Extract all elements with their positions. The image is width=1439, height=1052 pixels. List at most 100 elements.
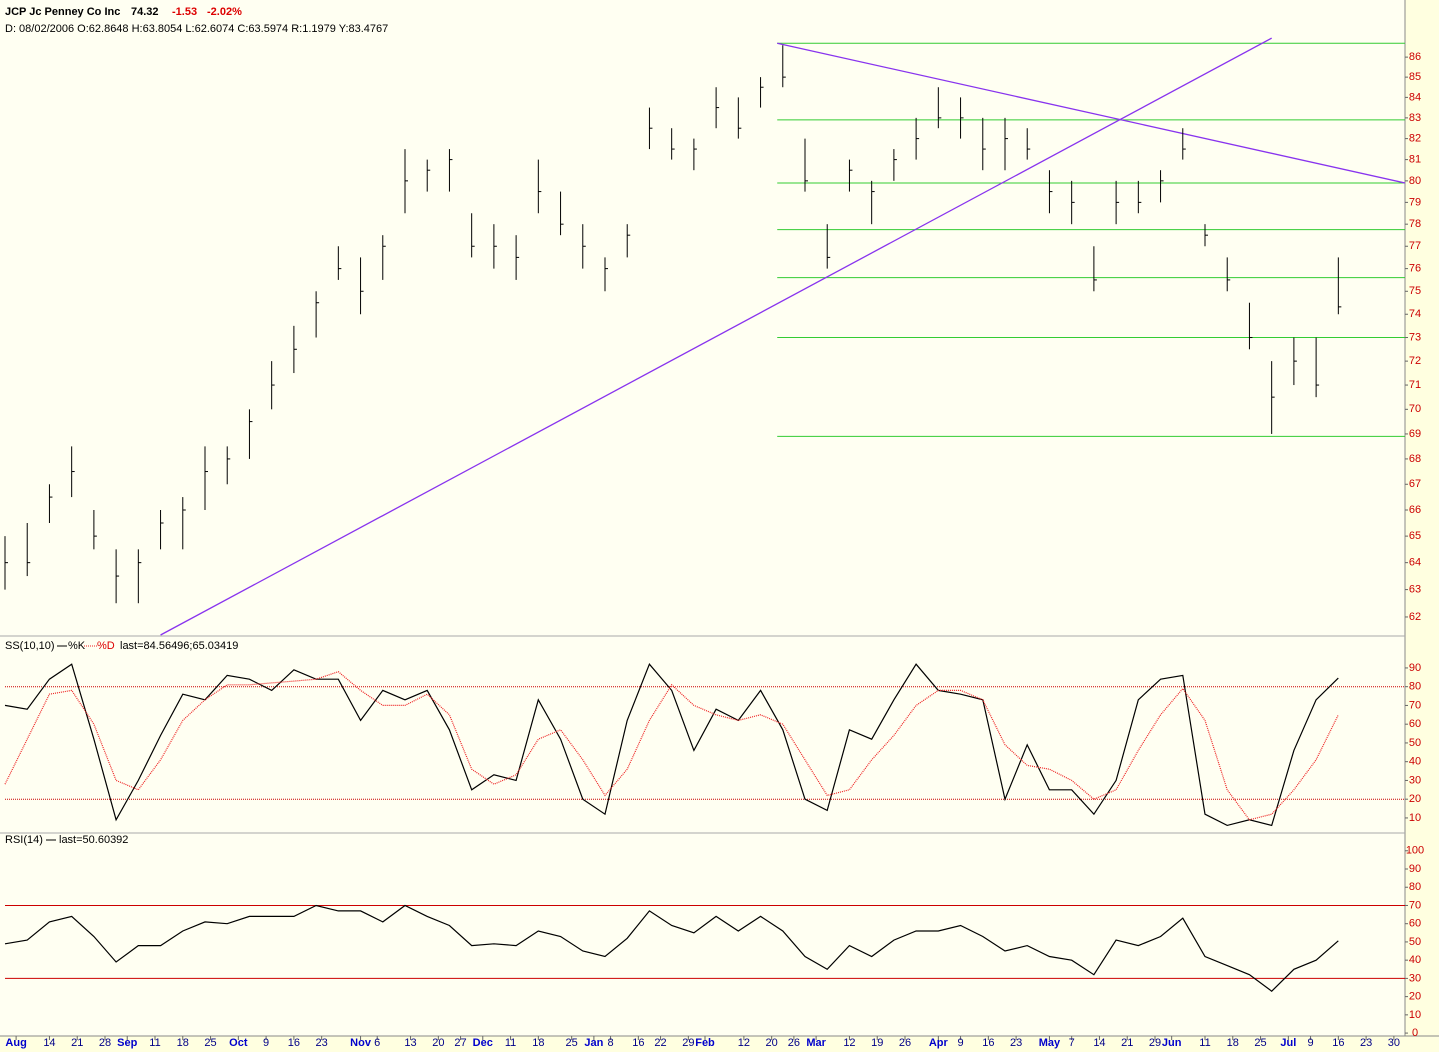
y-tick-label: 0 — [1412, 1027, 1418, 1039]
x-tick-label: 29 — [682, 1037, 694, 1049]
y-tick-label: 30 — [1409, 774, 1421, 786]
last-price: 74.32 — [131, 6, 159, 18]
x-tick-label: 23 — [1360, 1037, 1372, 1049]
y-tick-label: 85 — [1409, 71, 1421, 83]
x-tick-label: 25 — [1254, 1037, 1266, 1049]
y-tick-label: 79 — [1409, 196, 1421, 208]
y-tick-label: 62 — [1409, 611, 1421, 623]
x-tick-label: 13 — [404, 1037, 416, 1049]
x-tick-label: 26 — [788, 1037, 800, 1049]
y-tick-label: 10 — [1409, 1009, 1421, 1021]
x-tick-label: 7 — [1069, 1037, 1075, 1049]
y-tick-label: 75 — [1409, 285, 1421, 297]
y-tick-label: 20 — [1409, 793, 1421, 805]
x-tick-label: 29 — [1149, 1037, 1161, 1049]
y-tick-label: 90 — [1409, 863, 1421, 875]
y-tick-label: 70 — [1409, 699, 1421, 711]
y-tick-label: 71 — [1409, 379, 1421, 391]
y-tick-label: 40 — [1409, 954, 1421, 966]
x-tick-label: 16 — [288, 1037, 300, 1049]
y-tick-label: 50 — [1409, 737, 1421, 749]
x-tick-label: Apr — [929, 1037, 949, 1049]
series-line — [4, 904, 1339, 992]
x-tick-label: Jun — [1162, 1037, 1182, 1049]
y-tick-label: 78 — [1409, 218, 1421, 230]
x-tick-label: Sep — [117, 1037, 137, 1049]
x-tick-label: 30 — [1388, 1037, 1400, 1049]
x-tick-label: 16 — [632, 1037, 644, 1049]
y-tick-label: 30 — [1409, 972, 1421, 984]
right-axis-area — [1405, 0, 1439, 1052]
x-tick-label: 26 — [899, 1037, 911, 1049]
y-tick-label: 40 — [1409, 756, 1421, 768]
x-tick-label: 16 — [982, 1037, 994, 1049]
y-tick-label: 86 — [1409, 51, 1421, 63]
x-tick-label: Jul — [1280, 1037, 1296, 1049]
annotation: last=84.56496;65.03419 — [120, 640, 238, 652]
y-tick-label: 70 — [1409, 403, 1421, 415]
y-tick-label: 82 — [1409, 133, 1421, 145]
series-line — [4, 663, 1339, 827]
x-tick-label: 9 — [957, 1037, 963, 1049]
annotation: last=50.60392 — [59, 834, 128, 846]
x-tick-label: 18 — [177, 1037, 189, 1049]
y-tick-label: 80 — [1409, 175, 1421, 187]
y-tick-label: 84 — [1409, 91, 1421, 103]
x-tick-label: 28 — [99, 1037, 111, 1049]
panel-title: RSI(14) — [5, 834, 43, 846]
y-tick-label: 63 — [1409, 583, 1421, 595]
y-tick-label: 60 — [1409, 918, 1421, 930]
x-tick-label: Oct — [229, 1037, 248, 1049]
y-tick-label: 72 — [1409, 355, 1421, 367]
x-tick-label: 11 — [1199, 1037, 1210, 1049]
y-tick-label: 60 — [1409, 718, 1421, 730]
x-tick-label: 23 — [1010, 1037, 1022, 1049]
x-tick-label: 18 — [532, 1037, 544, 1049]
x-tick-label: Dec — [473, 1037, 493, 1049]
y-tick-label: 66 — [1409, 504, 1421, 516]
x-tick-label: 23 — [316, 1037, 328, 1049]
y-tick-label: 10 — [1409, 812, 1421, 824]
x-tick-label: Aug — [5, 1037, 26, 1049]
y-tick-label: 70 — [1409, 899, 1421, 911]
x-tick-label: 11 — [505, 1037, 516, 1049]
y-tick-label: 69 — [1409, 428, 1421, 440]
y-tick-label: 68 — [1409, 453, 1421, 465]
y-tick-label: 64 — [1409, 557, 1421, 569]
legend-entry: %D — [97, 640, 115, 652]
x-tick-label: 19 — [871, 1037, 883, 1049]
x-tick-label: 25 — [204, 1037, 216, 1049]
x-tick-label: 21 — [71, 1037, 83, 1049]
x-tick-label: May — [1039, 1037, 1061, 1049]
x-tick-label: 16 — [1332, 1037, 1344, 1049]
y-tick-label: 50 — [1409, 936, 1421, 948]
x-tick-label: 9 — [263, 1037, 269, 1049]
x-tick-label: 12 — [738, 1037, 750, 1049]
x-tick-label: 12 — [843, 1037, 855, 1049]
bar-info: D: 08/02/2006 O:62.8648 H:63.8054 L:62.6… — [5, 23, 388, 35]
y-tick-label: 77 — [1409, 240, 1421, 252]
symbol: JCP Jc Penney Co Inc — [5, 6, 120, 18]
x-tick-label: 11 — [149, 1037, 160, 1049]
x-tick-label: Nov — [350, 1037, 372, 1049]
x-tick-label: 14 — [1093, 1037, 1105, 1049]
x-tick-label: Feb — [695, 1037, 715, 1049]
y-tick-label: 76 — [1409, 263, 1421, 275]
trend-line — [160, 37, 1272, 636]
y-tick-label: 20 — [1409, 991, 1421, 1003]
legend-entry: %K — [68, 640, 86, 652]
panel-title: SS(10,10) — [5, 640, 55, 652]
x-tick-label: 22 — [654, 1037, 666, 1049]
y-tick-label: 90 — [1409, 662, 1421, 674]
x-tick-label: Mar — [806, 1037, 826, 1049]
trend-line — [777, 42, 1406, 184]
x-tick-label: 14 — [43, 1037, 55, 1049]
change-pct: -2.02% — [207, 6, 242, 18]
x-tick-label: 21 — [1121, 1037, 1133, 1049]
x-tick-label: 20 — [432, 1037, 444, 1049]
y-tick-label: 67 — [1409, 478, 1421, 490]
series-line — [4, 671, 1339, 821]
change: -1.53 — [172, 6, 197, 18]
y-tick-label: 80 — [1409, 881, 1421, 893]
